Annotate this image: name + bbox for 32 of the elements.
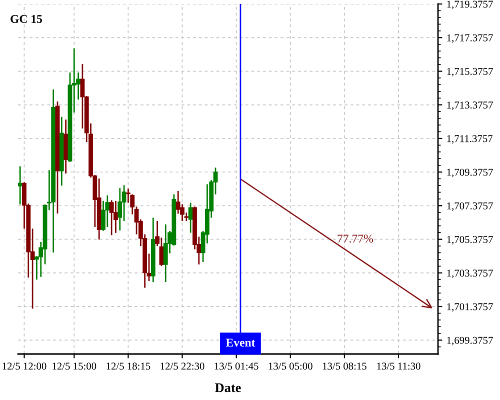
x-tick-label: 13/5 01:45 bbox=[214, 362, 258, 370]
candlestick bbox=[18, 166, 22, 206]
annotation: Event bbox=[226, 338, 256, 347]
y-tick-label: 1,701.3757 bbox=[447, 303, 493, 312]
y-tick-label: 1,703.3757 bbox=[447, 270, 493, 278]
x-tick-label: 12/5 22:30 bbox=[160, 362, 204, 370]
y-tick-label: 1,707.3757 bbox=[447, 202, 493, 211]
y-tick-label: 1,713.3757 bbox=[447, 102, 493, 110]
x-tick-label: 13/5 08:15 bbox=[322, 362, 366, 370]
y-tick-label: 1,719.3757 bbox=[447, 0, 493, 10]
candlestick bbox=[159, 237, 164, 267]
candlestick bbox=[163, 224, 168, 283]
y-tick-label: 1,715.3757 bbox=[447, 68, 493, 76]
x-tick-label: 13/5 05:00 bbox=[268, 362, 312, 370]
candlestick bbox=[188, 202, 193, 234]
y-tick-label: 1,717.3757 bbox=[447, 34, 493, 43]
y-tick-label: 1,705.3757 bbox=[447, 236, 493, 244]
x-axis-title: Date bbox=[215, 383, 241, 392]
candlestick bbox=[114, 200, 118, 234]
x-tick-label: 13/5 11:30 bbox=[377, 362, 420, 370]
candlestick bbox=[126, 188, 130, 204]
candlestick bbox=[109, 200, 114, 236]
candlestick bbox=[118, 187, 122, 232]
candlestick bbox=[105, 194, 110, 228]
x-tick-label: 12/5 18:15 bbox=[106, 362, 150, 370]
y-tick-label: 1,709.3757 bbox=[447, 168, 493, 178]
x-tick-label: 12/5 12:00 bbox=[2, 362, 46, 370]
y-tick-label: 1,699.3757 bbox=[447, 336, 493, 346]
text: GC 15 bbox=[10, 15, 42, 23]
x-tick-label: 12/5 15:00 bbox=[52, 362, 96, 370]
y-tick-label: 1,711.3757 bbox=[447, 135, 493, 144]
annotation: 77.77% bbox=[338, 234, 374, 243]
